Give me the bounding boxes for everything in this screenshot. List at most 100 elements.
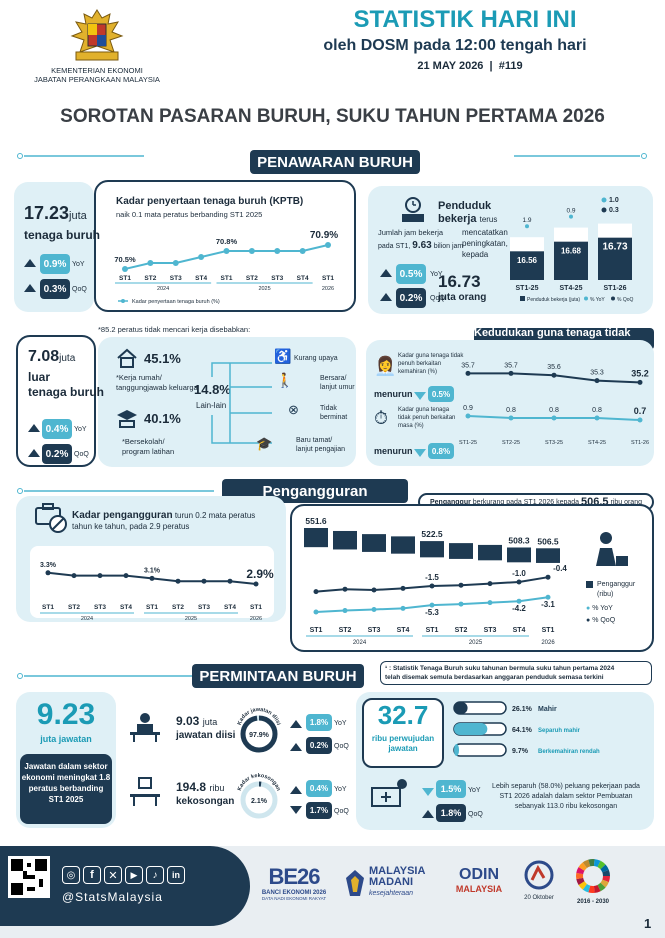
social-icons[interactable]: ◎ f ✕ ▶ ♪ in bbox=[62, 866, 185, 884]
skill-data-label: 35.3 bbox=[590, 370, 604, 377]
sdg-segment bbox=[576, 867, 585, 875]
skill-data-label: 35.6 bbox=[547, 364, 561, 371]
employed-unit: juta orang bbox=[438, 292, 487, 303]
tiktok-icon[interactable]: ♪ bbox=[146, 866, 164, 884]
footnote: ¹ : Statistik Tenaga Buruh suku tahunan … bbox=[380, 661, 652, 685]
yoy-point bbox=[516, 598, 522, 604]
time-data-label: 0.8 bbox=[549, 407, 559, 414]
outside-note: *85.2 peratus tidak mencari kerja diseba… bbox=[98, 325, 251, 334]
qoq-label: QoQ bbox=[74, 451, 89, 458]
year-label: 2025 bbox=[258, 286, 270, 292]
skill-point bbox=[465, 370, 471, 376]
sdg-segment bbox=[593, 884, 601, 893]
sdg-segment bbox=[597, 860, 606, 870]
x-icon[interactable]: ✕ bbox=[104, 866, 122, 884]
year-label: 2025 bbox=[469, 640, 483, 646]
time-data-label: 0.8 bbox=[506, 407, 516, 414]
filled-ring: 97.9%Kadar jawatan diisi bbox=[237, 707, 281, 753]
youtube-icon[interactable]: ▶ bbox=[125, 866, 143, 884]
statistics-day-logo: 20 Oktober bbox=[516, 860, 562, 901]
up-arrow-icon bbox=[290, 743, 302, 751]
instagram-icon[interactable]: ◎ bbox=[62, 866, 80, 884]
unemployed-tick: ST2 bbox=[455, 627, 468, 634]
skill-label: Kadar guna tenaga tidak penuh berkaitan ke… bbox=[398, 353, 464, 375]
kptb-point bbox=[299, 248, 306, 254]
year-label: 2024 bbox=[157, 286, 169, 292]
time-point bbox=[551, 415, 557, 421]
briefcase-icon bbox=[32, 500, 68, 539]
time-change-badge: 0.8% bbox=[428, 443, 454, 459]
skill-data-label: 35.2 bbox=[631, 368, 649, 378]
unemployed-tick: ST4 bbox=[513, 627, 526, 634]
employed-legend: % QoQ bbox=[617, 297, 634, 303]
time-data-label: 0.9 bbox=[463, 405, 473, 412]
bar-top bbox=[510, 237, 544, 252]
unemp-rate-label: 3.1% bbox=[144, 567, 161, 574]
kptb-point bbox=[274, 248, 281, 254]
unemployed-tick: ST3 bbox=[484, 627, 497, 634]
down-arrow-icon bbox=[414, 449, 426, 457]
kptb-legend: Kadar penyertaan tenaga buruh (%) bbox=[132, 299, 220, 305]
qoq-label: -0.4 bbox=[553, 564, 567, 573]
yoy-point bbox=[525, 224, 529, 229]
reason-retired: Bersara/lanjut umur bbox=[320, 375, 355, 391]
year-label: 2024 bbox=[81, 616, 93, 622]
skill-trend: menurun bbox=[374, 389, 413, 399]
time-icon: ⏱ bbox=[374, 408, 389, 428]
up-arrow-icon bbox=[28, 424, 40, 432]
up-arrow-icon bbox=[380, 293, 392, 301]
unemp-rate-point bbox=[227, 578, 233, 584]
section-demand: PERMINTAAN BURUH bbox=[192, 664, 364, 688]
yoy-point bbox=[545, 594, 551, 600]
sdg-segment bbox=[578, 862, 587, 871]
ring-fill bbox=[240, 781, 278, 819]
sdg-logo: 2016 - 2030 bbox=[568, 858, 618, 905]
school-label: *Bersekolah/program latihan bbox=[122, 437, 175, 456]
kptb-tick-label: ST2 bbox=[144, 275, 156, 282]
yoy-point bbox=[458, 601, 464, 607]
page-subtitle: oleh DOSM pada 12:00 tengah hari bbox=[323, 37, 587, 54]
filled-value: 9.03 juta bbox=[176, 714, 218, 728]
up-arrow-icon bbox=[290, 786, 302, 794]
qoq-badge: 0.3% bbox=[40, 279, 70, 299]
kptb-point bbox=[325, 242, 331, 248]
qoq-point bbox=[342, 586, 348, 592]
outside-value: 7.08juta bbox=[28, 348, 76, 365]
kptb-point bbox=[198, 254, 205, 260]
facebook-icon[interactable]: f bbox=[83, 866, 101, 884]
up-arrow-icon bbox=[422, 810, 434, 818]
reason-not-interested: Tidak berminat bbox=[320, 405, 348, 421]
skill-label: Separuh mahir bbox=[538, 728, 581, 734]
skill-label: Mahir bbox=[538, 706, 557, 713]
bar-top bbox=[554, 227, 588, 242]
yoy-label: YoY bbox=[468, 787, 481, 794]
ring-fill bbox=[240, 715, 278, 753]
linkedin-icon[interactable]: in bbox=[167, 866, 185, 884]
employed-legend: Penduduk bekerja (juta) bbox=[527, 297, 580, 303]
qoq-label: -1.0 bbox=[512, 569, 526, 578]
unemployed-bar bbox=[304, 528, 328, 548]
qr-code[interactable] bbox=[8, 856, 50, 898]
unemployed-legend: Penganggur (ribu) ● % YoY ● % QoQ bbox=[586, 581, 636, 624]
employed-bar-label: 16.68 bbox=[561, 247, 582, 256]
created-qoq-badge: 1.8% bbox=[436, 804, 466, 822]
unemployed-tick: ST2 bbox=[339, 627, 352, 634]
reason-disabled: Kurang upaya bbox=[294, 355, 338, 362]
employed-bar bbox=[554, 241, 588, 280]
unemp-rate-point bbox=[201, 578, 207, 584]
unemp-rate-point bbox=[149, 575, 155, 581]
skill-icon: 👩‍💼 bbox=[374, 356, 397, 376]
department-name: JABATAN PERANGKAAN MALAYSIA bbox=[34, 75, 160, 84]
divider bbox=[14, 153, 650, 159]
vacancy-yoy-badge: 0.4% bbox=[306, 780, 332, 797]
yoy-point bbox=[371, 606, 377, 612]
employed-qoq-label: 0.3 bbox=[609, 207, 619, 214]
yoy-label: -4.2 bbox=[512, 604, 526, 613]
unemployed-panel bbox=[290, 504, 654, 652]
kptb-tick-label: ST1 bbox=[119, 275, 131, 282]
unemp-rate-tick: ST2 bbox=[68, 604, 80, 611]
unemployed-bar bbox=[449, 543, 473, 559]
unemp-rate-label: 3.3% bbox=[40, 562, 57, 569]
legend-marker bbox=[520, 296, 525, 301]
employed-tick-label: ST1-26 bbox=[604, 285, 627, 292]
